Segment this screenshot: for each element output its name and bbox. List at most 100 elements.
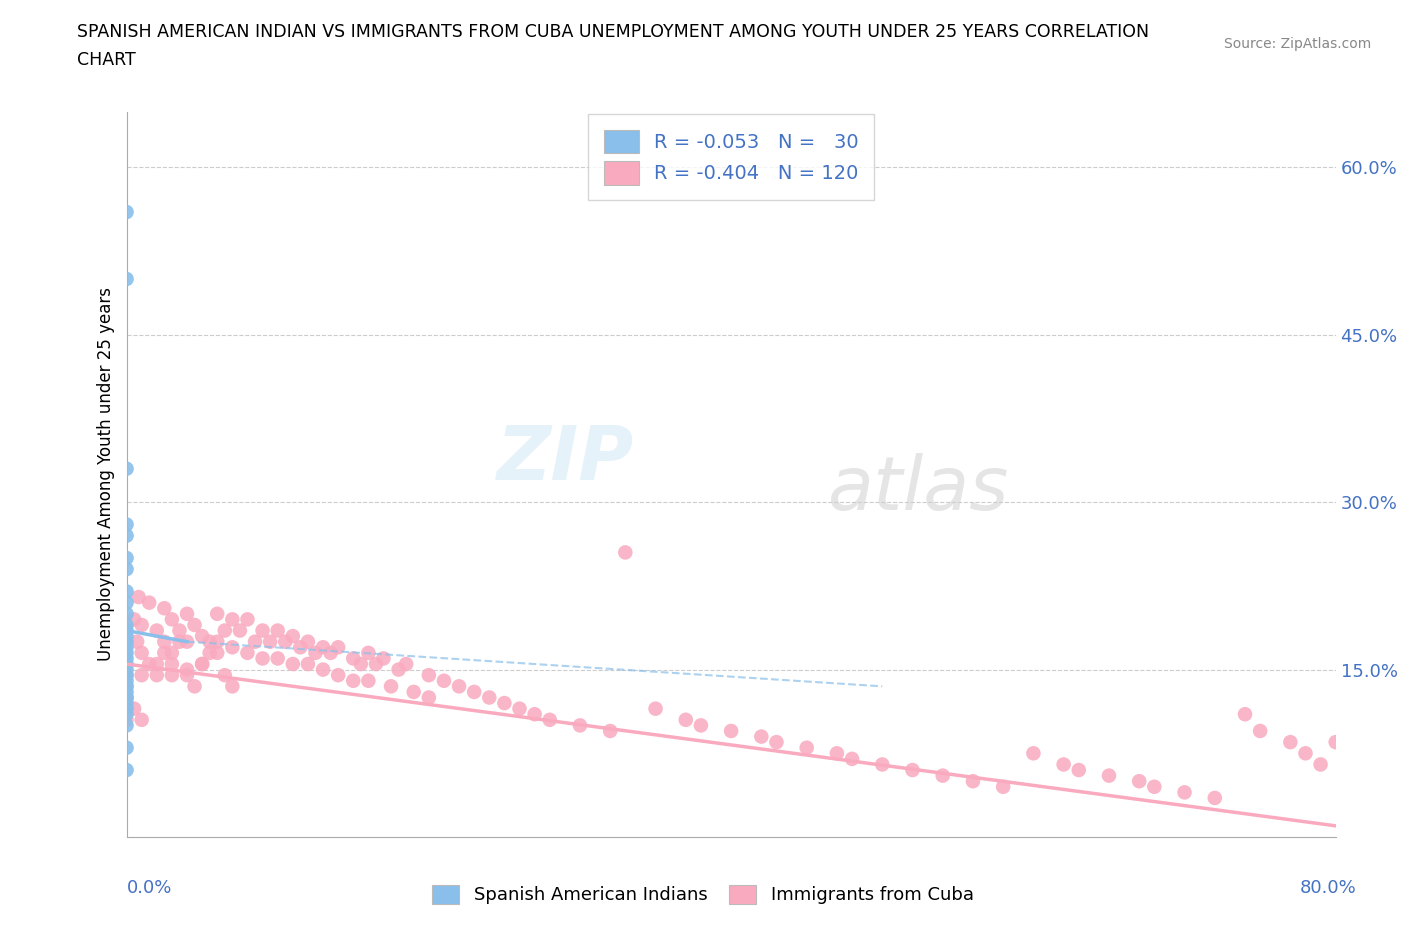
Point bbox=[153, 634, 176, 649]
Point bbox=[1234, 707, 1257, 722]
Point bbox=[433, 673, 456, 688]
Point bbox=[304, 645, 326, 660]
Point bbox=[115, 205, 138, 219]
Point bbox=[1067, 763, 1090, 777]
Point bbox=[274, 634, 297, 649]
Point bbox=[115, 718, 138, 733]
Point bbox=[115, 618, 138, 632]
Point bbox=[326, 668, 350, 683]
Point bbox=[115, 623, 138, 638]
Point bbox=[138, 595, 160, 610]
Point bbox=[115, 763, 138, 777]
Text: SPANISH AMERICAN INDIAN VS IMMIGRANTS FROM CUBA UNEMPLOYMENT AMONG YOUTH UNDER 2: SPANISH AMERICAN INDIAN VS IMMIGRANTS FR… bbox=[77, 23, 1150, 41]
Point bbox=[115, 640, 138, 655]
Point bbox=[115, 551, 138, 565]
Legend: Spanish American Indians, Immigrants from Cuba: Spanish American Indians, Immigrants fro… bbox=[425, 878, 981, 911]
Point bbox=[191, 657, 214, 671]
Point bbox=[160, 668, 183, 683]
Point bbox=[357, 673, 380, 688]
Point bbox=[115, 662, 138, 677]
Text: 0.0%: 0.0% bbox=[127, 879, 172, 897]
Point bbox=[1143, 779, 1166, 794]
Point bbox=[281, 629, 304, 644]
Point bbox=[205, 645, 228, 660]
Legend: R = -0.053   N =   30, R = -0.404   N = 120: R = -0.053 N = 30, R = -0.404 N = 120 bbox=[588, 114, 875, 200]
Point bbox=[115, 645, 138, 660]
Point bbox=[205, 606, 228, 621]
Point bbox=[418, 690, 440, 705]
Point bbox=[1128, 774, 1150, 789]
Point bbox=[115, 528, 138, 543]
Point bbox=[236, 612, 259, 627]
Point bbox=[160, 645, 183, 660]
Point bbox=[297, 634, 319, 649]
Point bbox=[751, 729, 773, 744]
Point bbox=[115, 690, 138, 705]
Point bbox=[115, 684, 138, 699]
Point bbox=[290, 640, 312, 655]
Point bbox=[115, 657, 138, 671]
Point bbox=[115, 461, 138, 476]
Point bbox=[122, 701, 145, 716]
Y-axis label: Unemployment Among Youth under 25 years: Unemployment Among Youth under 25 years bbox=[97, 287, 115, 661]
Point bbox=[364, 657, 387, 671]
Point bbox=[1098, 768, 1121, 783]
Point bbox=[350, 657, 373, 671]
Point bbox=[825, 746, 848, 761]
Point bbox=[259, 634, 281, 649]
Point bbox=[115, 562, 138, 577]
Point bbox=[160, 657, 183, 671]
Point bbox=[281, 657, 304, 671]
Point bbox=[418, 668, 440, 683]
Point bbox=[176, 634, 198, 649]
Point bbox=[297, 657, 319, 671]
Point bbox=[127, 634, 149, 649]
Point bbox=[267, 651, 290, 666]
Point bbox=[523, 707, 546, 722]
Point bbox=[115, 668, 138, 683]
Point bbox=[115, 696, 138, 711]
Point bbox=[138, 657, 160, 671]
Point bbox=[115, 712, 138, 727]
Point bbox=[478, 690, 501, 705]
Point bbox=[115, 679, 138, 694]
Point bbox=[115, 629, 138, 644]
Point bbox=[115, 707, 138, 722]
Point bbox=[872, 757, 894, 772]
Point bbox=[1324, 735, 1347, 750]
Point bbox=[146, 668, 169, 683]
Point bbox=[115, 606, 138, 621]
Point bbox=[131, 712, 153, 727]
Point bbox=[447, 679, 470, 694]
Point bbox=[319, 645, 342, 660]
Point bbox=[191, 629, 214, 644]
Point bbox=[675, 712, 697, 727]
Point bbox=[720, 724, 742, 738]
Point bbox=[146, 623, 169, 638]
Point bbox=[326, 640, 350, 655]
Point bbox=[1249, 724, 1271, 738]
Point bbox=[538, 712, 561, 727]
Point bbox=[115, 740, 138, 755]
Point bbox=[115, 668, 138, 683]
Point bbox=[993, 779, 1015, 794]
Point bbox=[1294, 746, 1316, 761]
Point bbox=[236, 645, 259, 660]
Point bbox=[1204, 790, 1226, 805]
Point bbox=[1279, 735, 1302, 750]
Point bbox=[689, 718, 711, 733]
Point bbox=[191, 657, 214, 671]
Point bbox=[176, 662, 198, 677]
Point bbox=[214, 623, 236, 638]
Point bbox=[901, 763, 924, 777]
Point bbox=[183, 679, 205, 694]
Point bbox=[183, 618, 205, 632]
Point bbox=[221, 612, 243, 627]
Point bbox=[252, 651, 274, 666]
Text: CHART: CHART bbox=[77, 51, 136, 69]
Point bbox=[205, 634, 228, 649]
Point bbox=[115, 517, 138, 532]
Point bbox=[841, 751, 863, 766]
Point bbox=[312, 662, 335, 677]
Point bbox=[169, 634, 191, 649]
